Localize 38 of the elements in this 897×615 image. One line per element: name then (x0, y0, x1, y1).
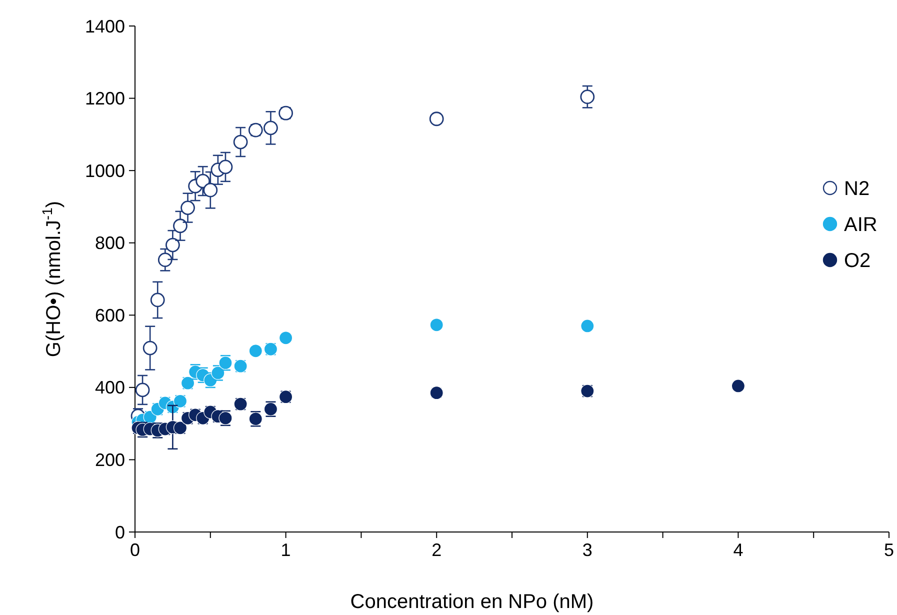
y-tick-label: 0 (114, 522, 125, 542)
point (180, 200, 195, 215)
point (731, 379, 745, 393)
point (135, 382, 150, 398)
point (580, 90, 595, 104)
y-tick-label: 800 (94, 233, 125, 254)
y-tick-label: 400 (94, 378, 125, 398)
legend-label: N2 (844, 178, 870, 200)
x-tick-label: 5 (884, 540, 894, 560)
point (264, 120, 278, 136)
point (580, 319, 594, 333)
point (142, 340, 158, 356)
point (233, 134, 248, 150)
x-tick-label: 2 (432, 540, 442, 560)
point (248, 344, 262, 358)
x-tick-label: 3 (582, 540, 592, 560)
point (279, 331, 293, 345)
point (218, 160, 233, 174)
y-tick-label: 1400 (84, 16, 125, 36)
point (166, 238, 180, 252)
x-axis-title: Concentration en NPo (nM) (350, 591, 594, 613)
y-tick-label: 600 (94, 305, 125, 326)
legend-label: AIR (844, 214, 878, 236)
point (173, 218, 188, 234)
x-tick-label: 4 (733, 540, 744, 560)
point (429, 112, 444, 126)
legend-label: O2 (844, 250, 871, 272)
point (150, 292, 165, 308)
point (430, 386, 444, 400)
y-tick-label: 200 (94, 450, 125, 470)
y-tick-label: 1200 (84, 88, 125, 109)
point (196, 174, 210, 188)
point (158, 252, 172, 268)
point (430, 318, 444, 332)
x-tick-label: 0 (130, 540, 140, 560)
y-tick-label: 1000 (84, 160, 125, 181)
x-tick-label: 1 (280, 540, 291, 560)
point (203, 182, 218, 198)
